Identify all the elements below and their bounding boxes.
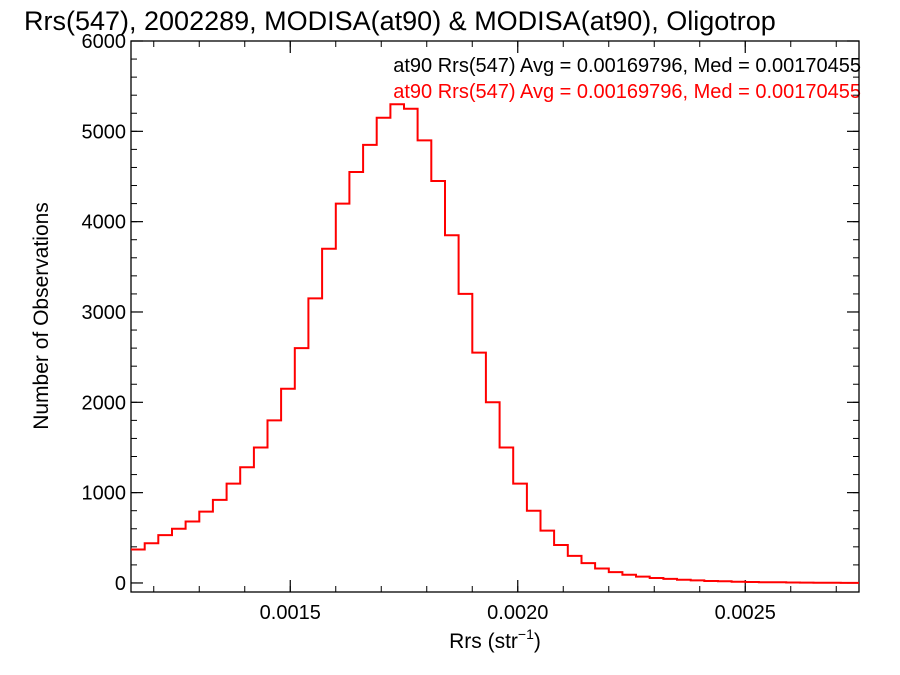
x-tick-label: 0.0025: [715, 602, 776, 624]
histogram-series-line: [131, 103, 859, 584]
y-tick-label: 5000: [82, 121, 127, 143]
x-axis-label-superscript: −1: [518, 626, 534, 642]
plot-frame: [130, 40, 860, 593]
y-tick-label: 2000: [82, 392, 127, 414]
y-tick-label: 4000: [82, 212, 127, 234]
chart-title: Rrs(547), 2002289, MODISA(at90) & MODISA…: [24, 6, 776, 36]
legend-entry-red: at90 Rrs(547) Avg = 0.00169796, Med = 0.…: [393, 81, 861, 103]
legend-entry-black: at90 Rrs(547) Avg = 0.00169796, Med = 0.…: [393, 55, 861, 77]
y-axis-label: Number of Observations: [30, 202, 53, 430]
tick-labels: 0.0015 0.0020 0.0025 0 1000 2000 3000 4000 5000 6…: [82, 31, 776, 624]
x-axis-label-close: ): [534, 630, 541, 653]
axis-ticks: [131, 40, 859, 592]
y-tick-label: 1000: [82, 483, 127, 505]
x-tick-label: 0.0015: [260, 602, 321, 624]
y-tick-label: 0: [115, 573, 126, 595]
legend: at90 Rrs(547) Avg = 0.00169796, Med = 0.…: [393, 55, 861, 103]
y-tick-label: 6000: [82, 31, 127, 53]
x-axis-label-main: Rrs (str: [449, 630, 518, 653]
y-tick-label: 3000: [82, 302, 127, 324]
x-tick-label: 0.0020: [487, 602, 548, 624]
series-group: [131, 103, 859, 584]
x-axis-label: Rrs (str−1): [449, 626, 541, 653]
